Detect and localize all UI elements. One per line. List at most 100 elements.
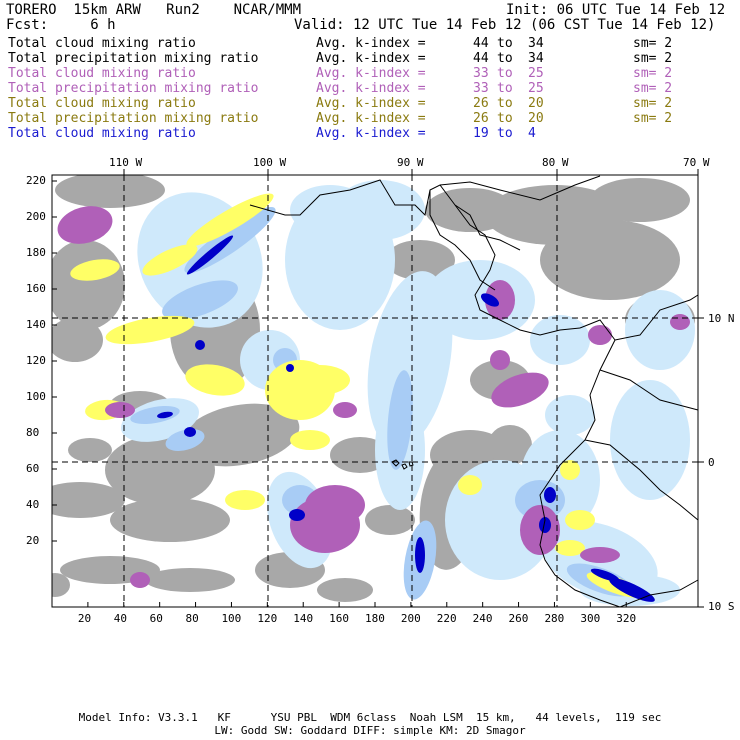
legend-sm: sm= 2 [633,81,673,96]
country-border [599,369,699,411]
bottom-axis-tick-label: 220 [436,612,457,625]
cloud-gray-region [385,240,455,280]
cloud-dark-blue-core [590,568,620,582]
precip-yellow-region [105,315,195,345]
init-time: Init: 06 UTC Tue 14 Feb 12 [506,2,726,18]
legend-sm: sm= 2 [633,51,673,66]
legend-from: 26 [473,111,489,126]
bottom-axis-tick-label: 160 [329,612,349,625]
precip-yellow-region [142,244,198,276]
legend-to-word: to [497,66,513,81]
bottom-axis-tick-label: 260 [508,612,529,625]
cloud-gray-region [52,482,125,518]
legend-field: Total cloud mixing ratio [8,66,196,81]
cloud-gray-region [180,403,300,467]
cloud-mid-blue-region [130,406,180,424]
bottom-axis-tick-label: 100 [221,612,242,625]
legend-to: 25 [528,66,544,81]
legend-to: 25 [528,81,544,96]
cloud-light-blue-region [610,380,690,500]
precip-yellow-region [565,510,595,530]
cloud-light-blue-region [625,290,695,370]
precip-yellow-region [458,475,482,495]
precip-yellow-region [290,365,350,395]
header-title: TORERO 15km ARW Run2 NCAR/MMM [6,2,302,18]
coastline-south-america [539,319,621,608]
bottom-axis-tick-label: 40 [113,612,128,625]
longitude-label: 110 W [109,156,143,169]
legend-to-word: to [497,36,513,51]
country-border [429,190,496,291]
legend-field: Total cloud mixing ratio [8,96,196,111]
cloud-dark-blue-core [289,509,305,521]
forecast-hour: Fcst: 6 h [6,17,116,33]
physics-info-line: LW: Godd SW: Goddard DIFF: simple KM: 2D… [214,724,526,737]
precip-yellow-region [186,193,274,247]
legend-index-label: Avg. k-index = [316,66,426,81]
cloud-mid-blue-region [387,370,413,470]
cloud-gray-region [68,438,112,462]
cloud-gray-region [52,318,103,362]
legend-sm: sm= 2 [633,96,673,111]
latitude-label: 0 [708,456,715,469]
bottom-axis-tick-label: 20 [77,612,92,625]
left-axis-tick-label: 120 [26,354,46,367]
cloud-dark-blue-core [415,537,425,573]
legend-to: 34 [528,51,544,66]
legend-to: 20 [528,111,544,126]
bottom-axis-tick-label: 120 [257,612,278,625]
cloud-purple-region [105,402,135,418]
longitude-label: 100 W [253,156,287,169]
legend-field: Total precipitation mixing ratio [8,81,259,96]
cloud-purple-region [670,314,690,330]
coastline-caribbean [439,175,601,201]
cloud-purple-region [305,485,365,525]
valid-time: Valid: 12 UTC Tue 14 Feb 12 (06 CST Tue … [294,17,716,33]
cloud-gray-region [540,220,680,300]
legend-from: 19 [473,126,489,141]
cloud-gray-region [55,175,165,208]
country-border [619,579,699,608]
cloud-gray-region [52,573,70,597]
cloud-purple-region [485,280,515,320]
cloud-gray-region [425,188,515,232]
precip-yellow-region [560,460,580,480]
country-border [454,204,521,251]
cloud-purple-region [333,402,357,418]
cloud-dark-blue-core [184,427,196,437]
cloud-dark-blue-core [195,340,205,350]
precip-yellow-region [225,490,265,510]
legend-sm: sm= 2 [633,66,673,81]
legend-to-word: to [497,96,513,111]
legend-sm: sm= 2 [633,36,673,51]
cloud-gray-region [145,568,235,592]
left-axis-tick-label: 40 [26,498,40,511]
cloud-purple-region [520,505,560,555]
coastline-colombia-north [614,294,699,341]
cloud-gray-region [105,435,215,505]
left-axis-tick-label: 200 [26,210,46,223]
bottom-axis-tick-label: 180 [365,612,385,625]
cloud-light-blue-region [545,395,595,435]
cloud-dark-blue-core [286,364,294,372]
left-axis-tick-label: 140 [26,318,46,331]
left-axis-tick-label: 160 [26,282,46,295]
cloud-gray-region [488,425,532,465]
left-axis-tick-label: 220 [26,174,46,187]
legend-index-label: Avg. k-index = [316,126,426,141]
bottom-axis-tick-label: 80 [185,612,199,625]
cloud-dark-blue-core [539,517,551,533]
precip-yellow-region [185,364,245,396]
cloud-light-blue-region [290,185,370,235]
cloud-dark-blue-core [609,578,655,602]
cloud-gray-region [110,498,230,542]
legend-to: 20 [528,96,544,111]
galapagos-islands [391,459,414,470]
legend-to-word: to [497,111,513,126]
legend-to-word: to [497,81,513,96]
legend-from: 26 [473,96,489,111]
precip-yellow-region [290,430,330,450]
cloud-light-blue-region [530,315,590,365]
cloud-gray-region [365,505,415,535]
